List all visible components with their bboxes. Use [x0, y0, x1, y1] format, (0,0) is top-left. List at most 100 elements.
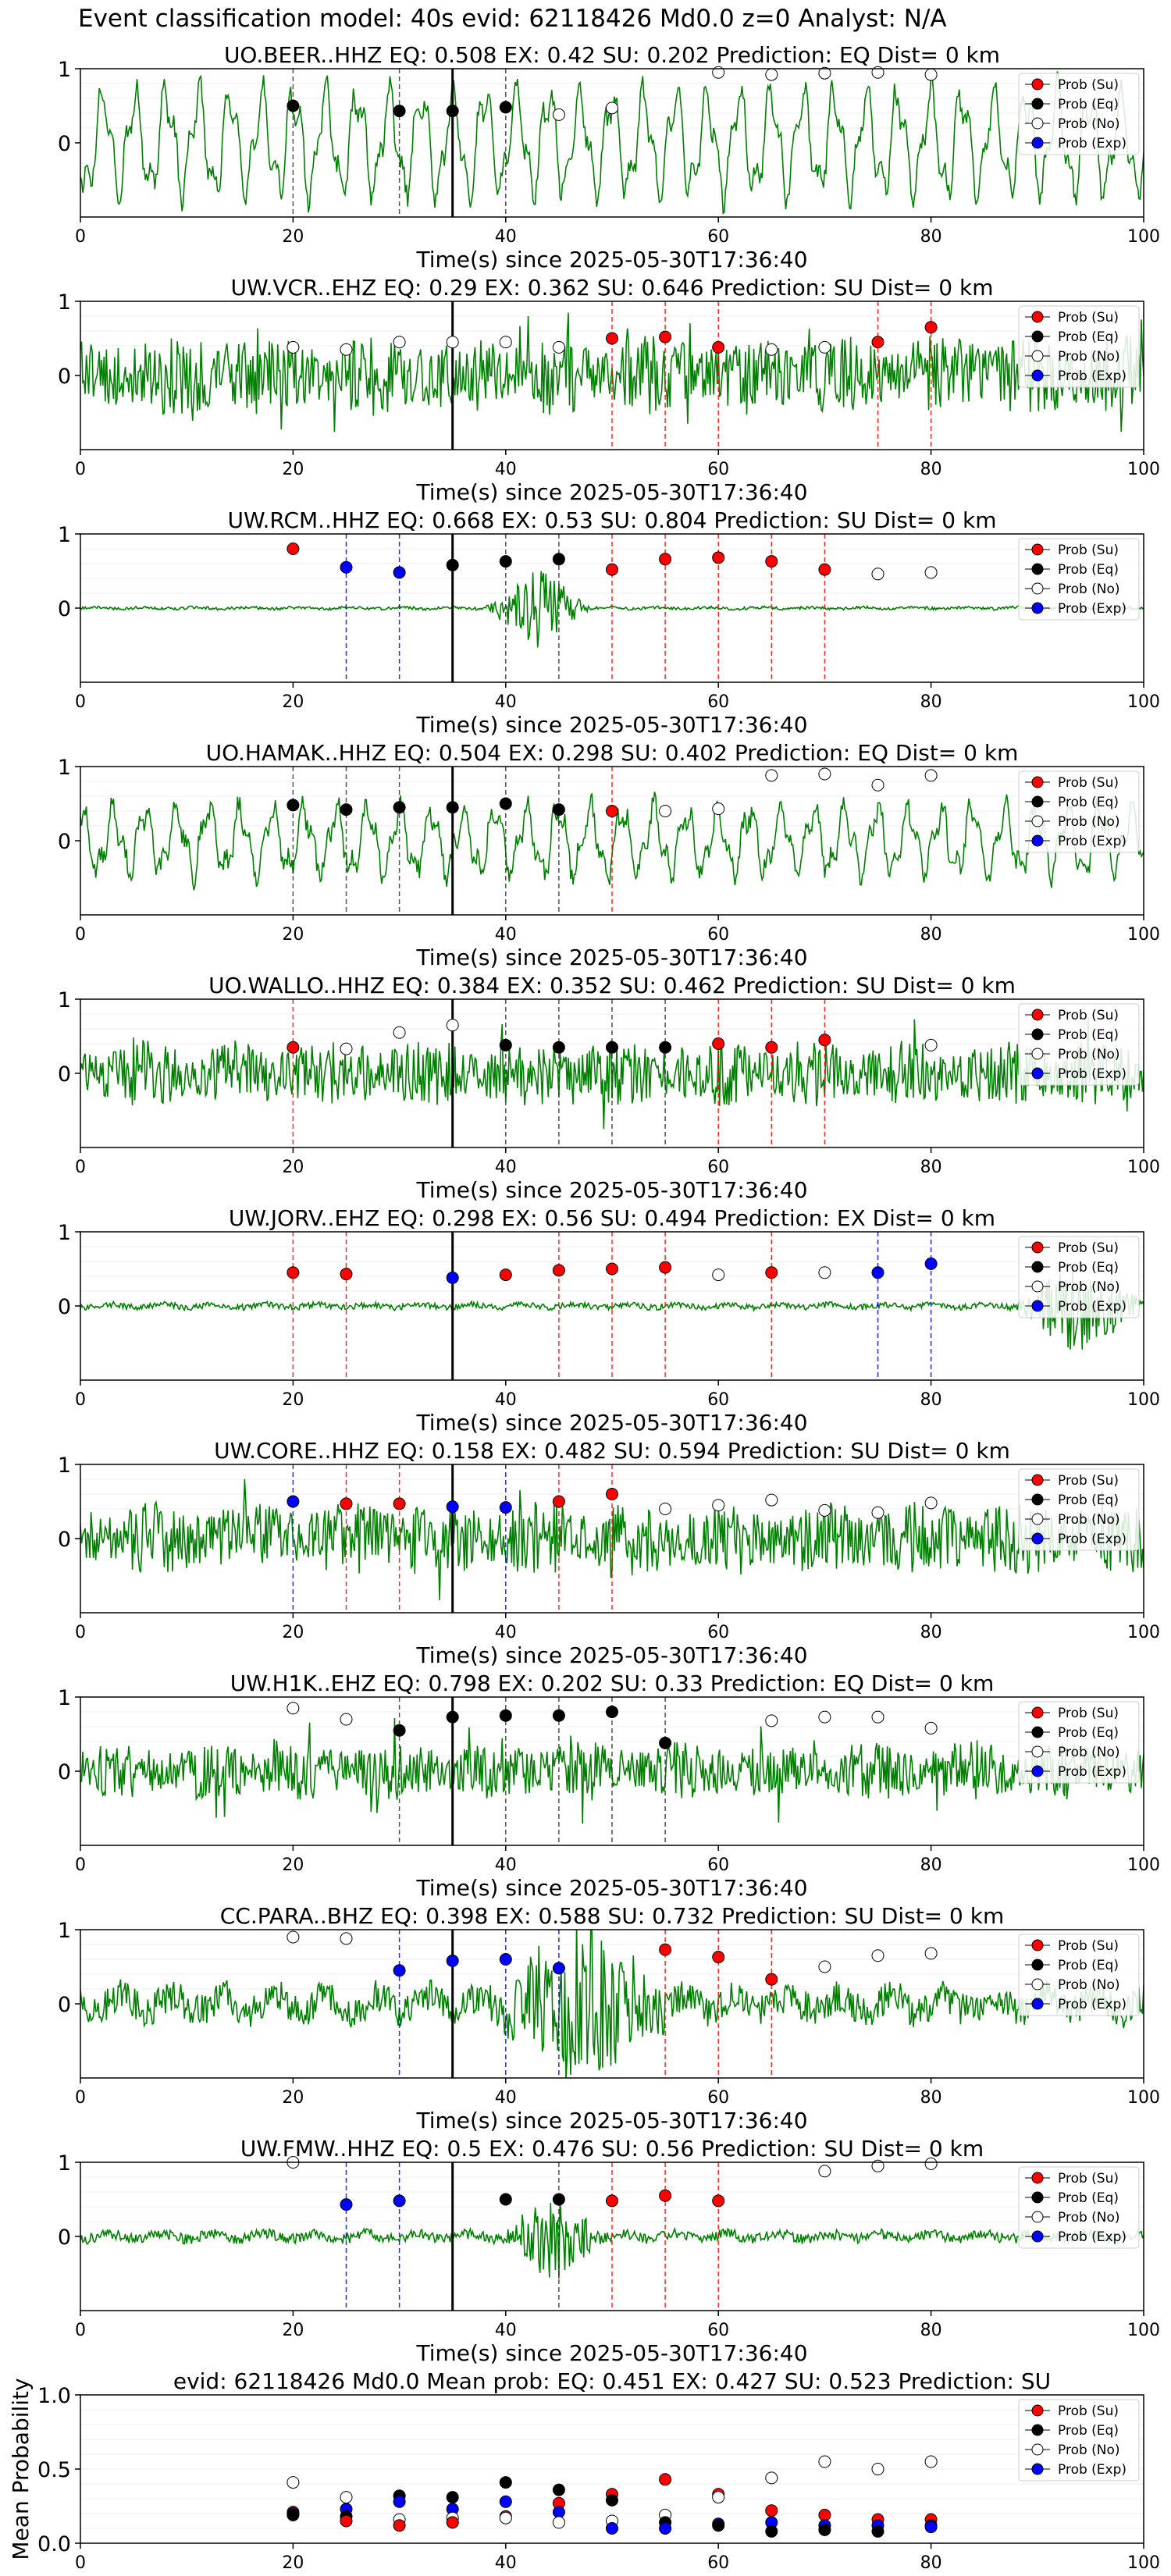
x-tick-label: 100	[1127, 227, 1160, 247]
prob-point-no	[871, 1949, 884, 1962]
x-tick-label: 20	[282, 1158, 304, 1177]
x-axis-label: Time(s) since 2025-05-30T17:36:40	[415, 2340, 807, 2366]
legend-label: Prob (Exp)	[1058, 1764, 1127, 1780]
legend-label: Prob (Exp)	[1058, 1532, 1127, 1547]
x-tick-label: 20	[282, 2321, 304, 2340]
prob-point-exp	[659, 2522, 672, 2535]
prob-point-exp	[924, 1257, 938, 1270]
y-tick-label: 1	[58, 988, 71, 1012]
x-tick-label: 40	[495, 1623, 517, 1642]
prob-point-eq	[446, 105, 459, 118]
prob-point-no	[871, 1710, 884, 1724]
prob-point-su	[340, 1497, 353, 1510]
legend-marker-eq	[1031, 563, 1044, 575]
legend-marker-no	[1031, 117, 1044, 130]
prob-point-su	[765, 1041, 778, 1054]
legend-label: Prob (Su)	[1058, 1008, 1119, 1023]
prob-point-exp	[446, 1271, 459, 1284]
legend-marker-su	[1031, 1706, 1044, 1719]
prob-point-exp	[499, 2495, 512, 2508]
x-tick-label: 100	[1127, 1623, 1160, 1642]
legend-marker-su	[1031, 311, 1044, 323]
legend-label: Prob (Exp)	[1058, 834, 1127, 849]
legend-marker-su	[1031, 1009, 1044, 1021]
legend-marker-eq	[1031, 2191, 1044, 2204]
prob-point-eq	[659, 1736, 672, 1749]
prob-point-no	[446, 336, 459, 349]
prob-point-no	[340, 1042, 353, 1055]
prob-point-eq	[499, 2193, 512, 2206]
legend-marker-su	[1031, 1474, 1044, 1486]
x-tick-label: 60	[707, 2553, 729, 2573]
prob-point-su	[659, 553, 672, 566]
legend-label: Prob (Su)	[1058, 2171, 1119, 2186]
waveform-trace	[80, 1016, 1144, 1130]
prob-point-su	[606, 2194, 618, 2208]
legend-label: Prob (Exp)	[1058, 368, 1127, 384]
prob-point-exp	[499, 1501, 512, 1514]
prob-point-no	[606, 101, 618, 115]
prob-point-no	[712, 2491, 725, 2504]
legend-box	[1018, 2399, 1140, 2482]
prob-point-exp	[393, 566, 406, 579]
y-tick-label: 0	[58, 1993, 71, 2017]
prob-point-no	[871, 568, 884, 581]
prob-point-eq	[552, 2193, 565, 2206]
legend-label: Prob (Exp)	[1058, 2462, 1127, 2478]
x-tick-label: 80	[920, 1158, 942, 1177]
legend-label: Prob (No)	[1058, 582, 1120, 597]
x-tick-label: 20	[282, 1856, 304, 1875]
legend-marker-exp	[1031, 1300, 1044, 1312]
prob-point-eq	[393, 105, 406, 118]
legend-label: Prob (Eq)	[1058, 2423, 1119, 2439]
prob-point-eq	[712, 2519, 725, 2532]
legend-label: Prob (Exp)	[1058, 2229, 1127, 2245]
y-tick-label: 0	[58, 1528, 71, 1552]
prob-point-no	[393, 1026, 406, 1039]
x-tick-label: 0	[75, 2321, 86, 2340]
prob-point-no	[287, 2476, 300, 2489]
x-tick-label: 80	[920, 1623, 942, 1642]
prob-point-exp	[552, 1962, 565, 1975]
waveform-trace	[80, 1478, 1144, 1600]
legend-label: Prob (No)	[1058, 2210, 1120, 2226]
legend-marker-eq	[1031, 1028, 1044, 1041]
prob-point-no	[871, 2463, 884, 2475]
prob-point-no	[765, 343, 778, 356]
legend-label: Prob (Eq)	[1058, 97, 1119, 112]
legend-marker-eq	[1031, 1959, 1044, 1971]
x-tick-label: 100	[1127, 2321, 1160, 2340]
legend-label: Prob (Eq)	[1058, 1493, 1119, 1508]
prob-point-su	[712, 2194, 725, 2208]
prob-point-no	[924, 566, 938, 579]
legend-label: Prob (Su)	[1058, 1706, 1119, 1721]
prob-point-no	[340, 1932, 353, 1945]
legend-label: Prob (Su)	[1058, 2403, 1119, 2419]
x-tick-label: 20	[282, 2553, 304, 2573]
prob-point-su	[499, 1268, 512, 1282]
prob-point-exp	[287, 1495, 300, 1508]
prob-point-eq	[552, 553, 565, 566]
prob-point-exp	[340, 2198, 353, 2211]
x-tick-label: 0	[75, 460, 86, 479]
prob-point-su	[606, 805, 618, 817]
prob-point-no	[924, 1721, 938, 1735]
legend-marker-exp	[1031, 2463, 1044, 2475]
x-tick-label: 40	[495, 1158, 517, 1177]
prob-point-no	[818, 1266, 831, 1279]
legend-label: Prob (Su)	[1058, 310, 1119, 326]
legend-label: Prob (Su)	[1058, 77, 1119, 93]
legend-marker-eq	[1031, 330, 1044, 343]
legend-label: Prob (Eq)	[1058, 1725, 1119, 1741]
legend-marker-exp	[1031, 137, 1044, 149]
x-tick-label: 20	[282, 925, 304, 945]
x-tick-label: 100	[1127, 692, 1160, 712]
y-tick-label: 0	[58, 2226, 71, 2250]
prob-point-eq	[287, 2508, 300, 2521]
legend-marker-su	[1031, 1939, 1044, 1952]
legend-marker-no	[1031, 815, 1044, 827]
legend-marker-eq	[1031, 2424, 1044, 2436]
x-tick-label: 100	[1127, 1158, 1160, 1177]
x-tick-label: 100	[1127, 2088, 1160, 2108]
prob-point-no	[765, 1714, 778, 1727]
